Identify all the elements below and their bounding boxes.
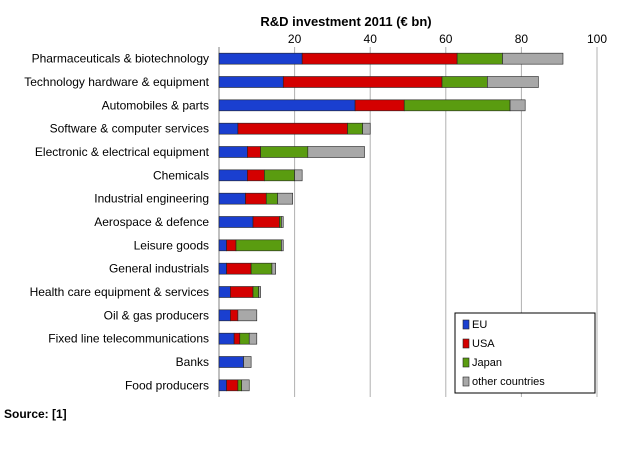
- bar-segment-other-countries: [281, 216, 284, 228]
- x-tick-label: 80: [515, 32, 529, 46]
- bar-segment-usa: [252, 216, 280, 228]
- bars: [218, 52, 564, 392]
- bar-segment-usa: [230, 286, 254, 298]
- bar-segment-japan: [250, 262, 273, 275]
- bar-segment-usa: [301, 52, 458, 65]
- bar-segment-other-countries: [277, 192, 294, 205]
- bar-segment-usa: [245, 192, 267, 205]
- bar-segment-eu: [218, 262, 227, 275]
- bar-segment-japan: [403, 99, 511, 112]
- bar-segment-other-countries: [294, 169, 303, 182]
- bar-segment-eu: [218, 52, 303, 65]
- bar-segment-other-countries: [362, 122, 371, 135]
- legend-swatch-eu: [462, 319, 470, 330]
- bar-segment-japan: [260, 146, 309, 158]
- bar-segment-japan: [235, 239, 282, 252]
- bar-segment-eu: [218, 356, 244, 368]
- x-tick-label: 60: [439, 32, 453, 46]
- bar-segment-japan: [239, 332, 250, 345]
- source-note: Source: [1]: [4, 407, 67, 421]
- bar-segment-other-countries: [237, 309, 258, 322]
- bar-segment-usa: [282, 76, 443, 88]
- legend: EU USA Japan other countries: [454, 312, 596, 394]
- x-tick-label: 20: [288, 32, 302, 46]
- bar-segment-japan: [456, 52, 503, 65]
- bar-segment-eu: [218, 379, 227, 392]
- bar-segment-japan: [347, 122, 363, 135]
- legend-label: EU: [472, 319, 487, 331]
- legend-swatch-other-countries: [462, 376, 470, 387]
- bar-segment-other-countries: [271, 262, 277, 275]
- x-tick-label: 40: [364, 32, 378, 46]
- bar-segment-eu: [218, 99, 356, 112]
- bar-segment-eu: [218, 309, 231, 322]
- bar-segment-eu: [218, 286, 231, 298]
- legend-box: [454, 312, 596, 394]
- bar-segment-usa: [247, 146, 261, 158]
- category-label: Technology hardware & equipment: [24, 75, 209, 89]
- bar-segment-usa: [230, 309, 239, 322]
- bar-segment-japan: [237, 379, 242, 392]
- bar-segment-other-countries: [281, 239, 284, 252]
- bar-segment-other-countries: [487, 76, 539, 88]
- bar-segment-other-countries: [502, 52, 564, 65]
- category-label: Health care equipment & services: [30, 285, 209, 299]
- bar-segment-usa: [226, 379, 239, 392]
- chart-title: R&D investment 2011 (€ bn): [260, 14, 431, 29]
- bar-segment-usa: [226, 262, 252, 275]
- category-label: Pharmaceuticals & biotechnology: [32, 52, 209, 66]
- bar-segment-other-countries: [241, 379, 250, 392]
- bar-segment-japan: [264, 169, 295, 182]
- category-label: Software & computer services: [50, 122, 209, 136]
- bar-segment-japan: [252, 286, 259, 298]
- category-label: Food producers: [125, 378, 209, 392]
- bar-segment-eu: [218, 146, 248, 158]
- bar-segment-other-countries: [509, 99, 526, 112]
- bar-segment-eu: [218, 122, 239, 135]
- bar-segment-eu: [218, 169, 248, 182]
- bar-segment-usa: [354, 99, 405, 112]
- bar-segment-eu: [218, 332, 235, 345]
- bar-segment-eu: [218, 76, 284, 88]
- category-label: Oil & gas producers: [104, 308, 209, 322]
- category-label: Fixed line telecommunications: [48, 332, 209, 346]
- bar-segment-eu: [218, 192, 246, 205]
- bar-segment-eu: [218, 216, 254, 228]
- category-label: Banks: [176, 355, 209, 369]
- bar-segment-other-countries: [243, 356, 252, 368]
- bar-segment-usa: [237, 122, 348, 135]
- category-label: Electronic & electrical equipment: [35, 145, 210, 159]
- bar-segment-other-countries: [248, 332, 258, 345]
- x-axis-ticks: 20 40 60 80 100: [288, 32, 607, 46]
- category-labels: Pharmaceuticals & biotechnology Technolog…: [24, 52, 209, 393]
- category-label: General industrials: [109, 262, 209, 276]
- legend-swatch-japan: [462, 357, 470, 368]
- bar-segment-usa: [226, 239, 237, 252]
- category-label: Chemicals: [153, 168, 209, 182]
- category-label: Automobiles & parts: [102, 98, 209, 112]
- bar-segment-japan: [441, 76, 488, 88]
- bar-segment-usa: [247, 169, 265, 182]
- bar-segment-japan: [265, 192, 278, 205]
- bar-segment-other-countries: [307, 146, 365, 158]
- legend-label: Japan: [472, 357, 502, 369]
- legend-label: other countries: [472, 376, 545, 388]
- legend-label: USA: [472, 338, 495, 350]
- legend-swatch-usa: [462, 338, 470, 349]
- x-tick-label: 100: [587, 32, 607, 46]
- category-label: Leisure goods: [134, 238, 209, 252]
- bar-segment-usa: [233, 332, 241, 345]
- category-label: Aerospace & defence: [94, 215, 209, 229]
- bar-segment-eu: [218, 239, 227, 252]
- bar-segment-other-countries: [258, 286, 261, 298]
- category-label: Industrial engineering: [94, 192, 209, 206]
